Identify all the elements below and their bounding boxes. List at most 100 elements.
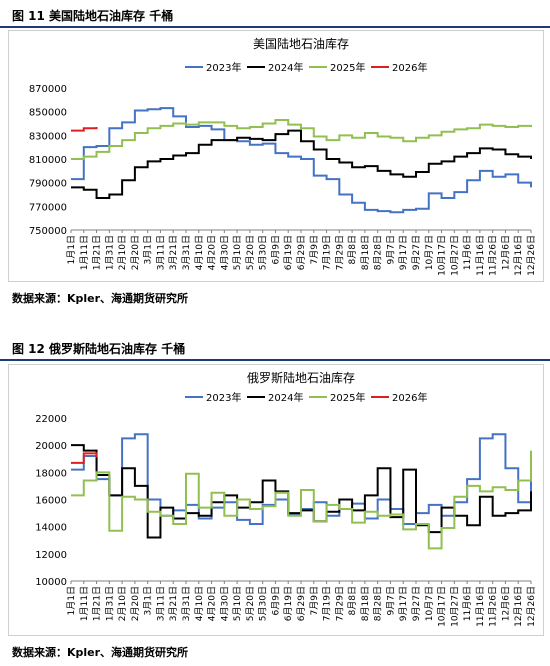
x-tick-label: 9月27日: [411, 235, 422, 270]
y-tick-label: 22000: [35, 414, 67, 425]
legend-item: 2025年: [309, 391, 365, 404]
x-tick-label: 8月28日: [373, 235, 384, 270]
x-tick-label: 12月16日: [513, 235, 524, 276]
x-tick-label: 1月11日: [79, 235, 90, 270]
x-tick-label: 8月28日: [373, 586, 384, 621]
legend-item: 2026年: [371, 391, 427, 404]
x-tick-label: 1月21日: [92, 235, 103, 270]
x-tick-label: 2月10日: [117, 586, 128, 621]
x-tick-label: 7月9日: [309, 586, 320, 615]
x-tick-label: 10月7日: [424, 586, 435, 621]
y-tick-label: 16000: [35, 496, 67, 507]
x-tick-label: 7月19日: [322, 235, 333, 270]
series-line: [71, 452, 98, 464]
x-tick-label: 6月9日: [270, 235, 281, 264]
chart-us-inventory: 美国陆地石油库存 2023年 2024年 2025年 2026年 750000 770000…: [8, 30, 544, 282]
x-tick-label: 5月10日: [232, 586, 243, 621]
x-tick-label: 6月29日: [296, 586, 307, 621]
y-tick-label: 18000: [35, 468, 67, 479]
x-tick-label: 10月7日: [424, 235, 435, 270]
figure-11-title: 图 11 美国陆地石油库存 千桶: [12, 9, 174, 23]
chart-title: 俄罗斯陆地石油库存: [247, 370, 355, 385]
x-tick-label: 9月17日: [398, 586, 409, 621]
y-tick-label: 20000: [35, 441, 67, 452]
chart-russia-inventory: 俄罗斯陆地石油库存 2023年 2024年 2025年 2026年 10000 12000 1…: [8, 364, 544, 636]
x-tick-label: 9月7日: [385, 586, 396, 615]
legend-item: 2026年: [371, 61, 427, 74]
x-tick-label: 1月21日: [92, 586, 103, 621]
y-tick-label: 790000: [29, 179, 67, 190]
y-tick-label: 770000: [29, 202, 67, 213]
legend-label: 2026年: [392, 61, 427, 74]
x-tick-label: 1月31日: [104, 235, 115, 270]
x-tick-label: 3月21日: [168, 586, 179, 621]
chart-us-svg: 美国陆地石油库存 2023年 2024年 2025年 2026年 750000 770000…: [29, 36, 537, 276]
x-tick-label: 4月20日: [207, 586, 218, 621]
legend-item: 2023年: [185, 61, 241, 74]
x-tick-label: 4月10日: [194, 586, 205, 621]
x-tick-label: 11月16日: [475, 586, 486, 627]
x-tick-label: 9月17日: [398, 235, 409, 270]
series-line: [71, 129, 532, 200]
x-tick-label: 5月10日: [232, 235, 243, 270]
x-tick-label: 7月29日: [334, 586, 345, 621]
x-tick-label: 2月20日: [130, 586, 141, 621]
x-tick-label: 6月19日: [283, 235, 294, 270]
y-tick-label: 870000: [29, 84, 67, 95]
figure-11-header: 图 11 美国陆地石油库存 千桶: [0, 4, 550, 28]
y-tick-label: 850000: [29, 108, 67, 119]
x-tick-label: 4月30日: [219, 586, 230, 621]
y-tick-label: 10000: [35, 577, 67, 588]
legend-label: 2024年: [268, 391, 303, 404]
x-tick-label: 7月29日: [334, 235, 345, 270]
x-tick-label: 11月26日: [488, 586, 499, 627]
x-tick-label: 3月11日: [155, 586, 166, 621]
x-tick-label: 12月16日: [513, 586, 524, 627]
x-tick-label: 1月31日: [104, 586, 115, 621]
legend-item: 2025年: [309, 61, 365, 74]
x-tick-label: 12月6日: [500, 235, 511, 270]
x-tick-label: 2月10日: [117, 235, 128, 270]
x-tick-label: 5月20日: [245, 235, 256, 270]
x-tick-label: 8月8日: [347, 586, 358, 615]
series-line: [71, 118, 532, 160]
x-tick-label: 8月8日: [347, 235, 358, 264]
x-tick-label: 10月17日: [437, 586, 448, 627]
y-tick-label: 14000: [35, 523, 67, 534]
x-tick-label: 5月30日: [258, 235, 269, 270]
x-tick-label: 4月20日: [207, 235, 218, 270]
x-tick-label: 10月17日: [437, 235, 448, 276]
x-tick-label: 5月20日: [245, 586, 256, 621]
x-tick-label: 12月6日: [500, 586, 511, 621]
x-tick-label: 8月18日: [360, 235, 371, 270]
figure-12-source: 数据来源：Kpler、海通期货研究所: [12, 646, 189, 659]
x-tick-label: 11月6日: [462, 235, 473, 270]
y-tick-label: 810000: [29, 155, 67, 166]
x-tick-label: 3月11日: [155, 235, 166, 270]
x-tick-label: 3月31日: [181, 586, 192, 621]
x-tick-label: 3月31日: [181, 235, 192, 270]
chart-title: 美国陆地石油库存: [253, 36, 349, 51]
x-tick-label: 11月26日: [488, 235, 499, 276]
legend-label: 2023年: [206, 61, 241, 74]
x-tick-label: 12月26日: [526, 586, 537, 627]
x-tick-label: 11月6日: [462, 586, 473, 621]
y-tick-label: 830000: [29, 131, 67, 142]
x-tick-label: 7月19日: [322, 586, 333, 621]
series-line: [71, 107, 532, 214]
y-tick-label: 12000: [35, 550, 67, 561]
x-tick-label: 7月9日: [309, 235, 320, 264]
x-tick-label: 3月1日: [143, 235, 154, 264]
y-tick-label: 750000: [29, 226, 67, 237]
x-tick-label: 4月10日: [194, 235, 205, 270]
x-tick-label: 4月30日: [219, 235, 230, 270]
legend-label: 2025年: [330, 391, 365, 404]
x-tick-label: 2月20日: [130, 235, 141, 270]
x-tick-label: 6月19日: [283, 586, 294, 621]
series-line: [71, 450, 532, 550]
x-tick-label: 9月7日: [385, 235, 396, 264]
x-tick-label: 10月27日: [449, 235, 460, 276]
legend-item: 2023年: [185, 391, 241, 404]
series-line: [71, 127, 98, 132]
legend-label: 2025年: [330, 61, 365, 74]
